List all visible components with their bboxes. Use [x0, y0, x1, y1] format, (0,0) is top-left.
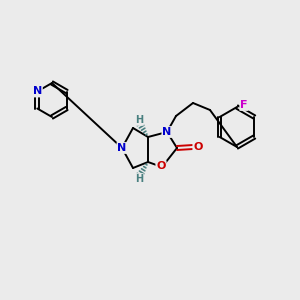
- Text: F: F: [240, 100, 248, 110]
- Text: H: H: [135, 174, 143, 184]
- Text: N: N: [117, 143, 127, 153]
- Text: N: N: [162, 127, 172, 137]
- Text: O: O: [193, 142, 203, 152]
- Text: O: O: [156, 161, 166, 171]
- Text: H: H: [135, 115, 143, 125]
- Text: N: N: [33, 86, 42, 97]
